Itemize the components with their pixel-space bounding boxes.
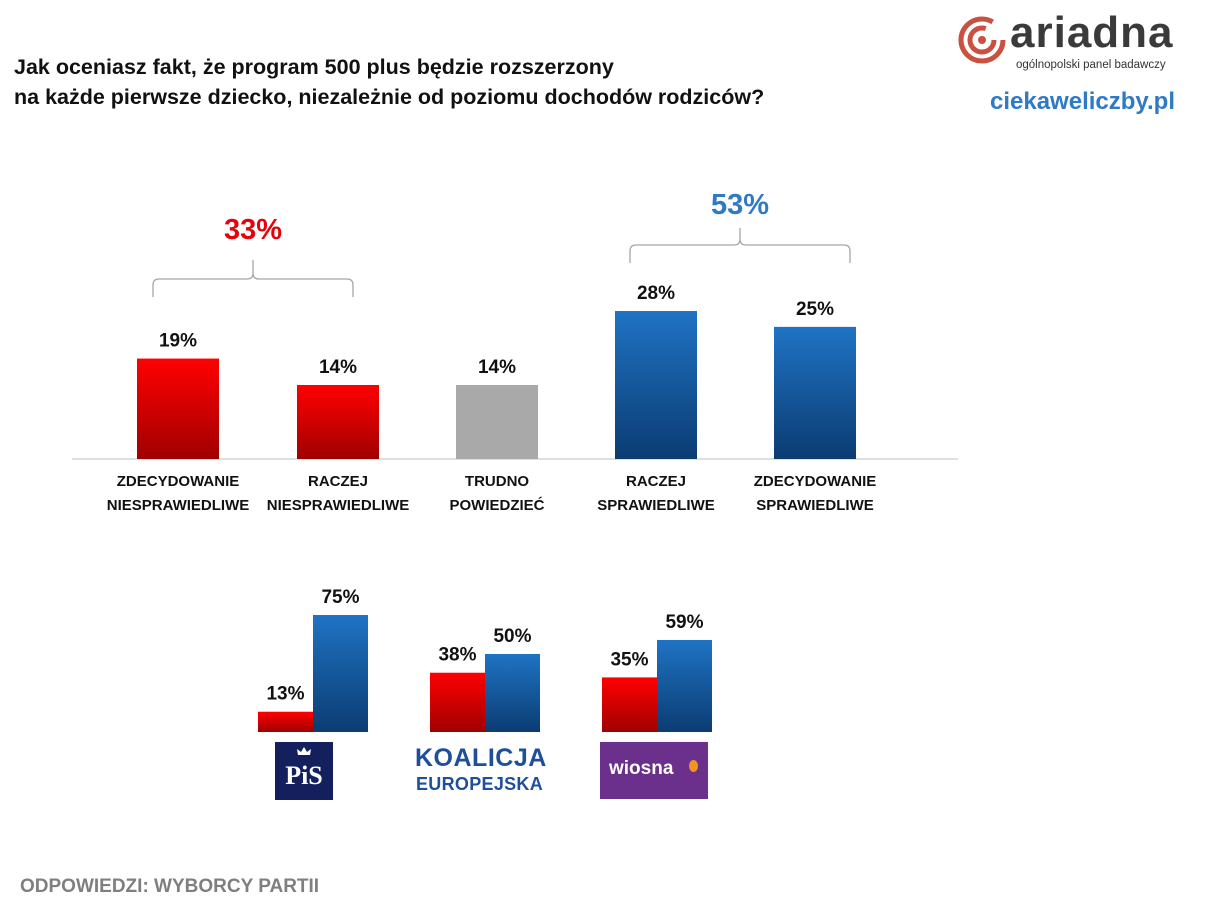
bar-value-label-1: 14% bbox=[319, 357, 357, 378]
category-label-0-1: NIESPRAWIEDLIWE bbox=[107, 497, 250, 514]
ke-logo-line-1: KOALICJA bbox=[415, 744, 547, 772]
pis-logo: PiS bbox=[275, 742, 333, 800]
category-label-2-1: POWIEDZIEĆ bbox=[449, 496, 544, 514]
party-bar-value-0-0: 13% bbox=[266, 684, 304, 705]
category-label-4-1: SPRAWIEDLIWE bbox=[756, 497, 874, 514]
bar-0 bbox=[137, 358, 219, 459]
group-total-label-1: 53% bbox=[711, 189, 769, 221]
party-bar-2-1 bbox=[657, 639, 712, 732]
ariadna-logo: ariadna ogólnopolski panel badawczy bbox=[958, 8, 1198, 74]
party-bar-value-2-0: 35% bbox=[610, 649, 648, 670]
wiosna-logo-text: wiosna bbox=[609, 758, 674, 779]
bar-value-label-2: 14% bbox=[478, 357, 516, 378]
wiosna-heart-icon bbox=[689, 760, 698, 772]
bar-1 bbox=[297, 385, 379, 459]
party-bar-0-0 bbox=[258, 711, 313, 732]
party-bar-0-1 bbox=[313, 615, 368, 732]
wiosna-logo: wiosna bbox=[600, 742, 708, 799]
category-label-2-0: TRUDNO bbox=[465, 473, 529, 490]
party-bar-value-0-1: 75% bbox=[321, 587, 359, 608]
party-bar-1-0 bbox=[430, 672, 485, 732]
bar-2 bbox=[456, 385, 538, 459]
group-brace-0 bbox=[152, 260, 354, 297]
bar-4 bbox=[774, 326, 856, 459]
party-bar-value-2-1: 59% bbox=[665, 612, 703, 633]
bar-3 bbox=[615, 311, 697, 459]
chart-title: Jak oceniasz fakt, że program 500 plus b… bbox=[14, 52, 914, 112]
eagle-icon bbox=[297, 747, 311, 755]
spiral-icon bbox=[958, 16, 1006, 64]
title-line-2: na każde pierwsze dziecko, niezależnie o… bbox=[14, 85, 765, 109]
bar-value-label-4: 25% bbox=[796, 299, 834, 320]
party-bar-value-1-0: 38% bbox=[438, 645, 476, 666]
pis-logo-text: PiS bbox=[285, 761, 323, 790]
group-total-label-0: 33% bbox=[224, 214, 282, 246]
site-link[interactable]: ciekaweliczby.pl bbox=[990, 88, 1175, 115]
bar-value-label-3: 28% bbox=[637, 283, 675, 304]
footer-note: ODPOWIEDZI: WYBORCY PARTII bbox=[20, 876, 320, 897]
koalicja-europejska-logo: KOALICJA EUROPEJSKA bbox=[411, 742, 554, 798]
bar-value-label-0: 19% bbox=[159, 331, 197, 352]
party-bar-2-0 bbox=[602, 677, 657, 732]
category-label-4-0: ZDECYDOWANIE bbox=[754, 473, 877, 490]
category-label-0-0: ZDECYDOWANIE bbox=[117, 473, 240, 490]
logo-wordmark: ariadna bbox=[1010, 8, 1174, 57]
category-label-3-1: SPRAWIEDLIWE bbox=[597, 497, 715, 514]
party-bar-1-1 bbox=[485, 654, 540, 732]
ke-logo-line-2: EUROPEJSKA bbox=[416, 774, 544, 794]
title-line-1: Jak oceniasz fakt, że program 500 plus b… bbox=[14, 55, 614, 79]
logo-subtitle: ogólnopolski panel badawczy bbox=[1016, 59, 1166, 71]
category-label-3-0: RACZEJ bbox=[626, 473, 686, 490]
group-brace-1 bbox=[629, 228, 851, 263]
party-bar-value-1-1: 50% bbox=[493, 626, 531, 647]
category-label-1-0: RACZEJ bbox=[308, 473, 368, 490]
category-label-1-1: NIESPRAWIEDLIWE bbox=[267, 497, 410, 514]
